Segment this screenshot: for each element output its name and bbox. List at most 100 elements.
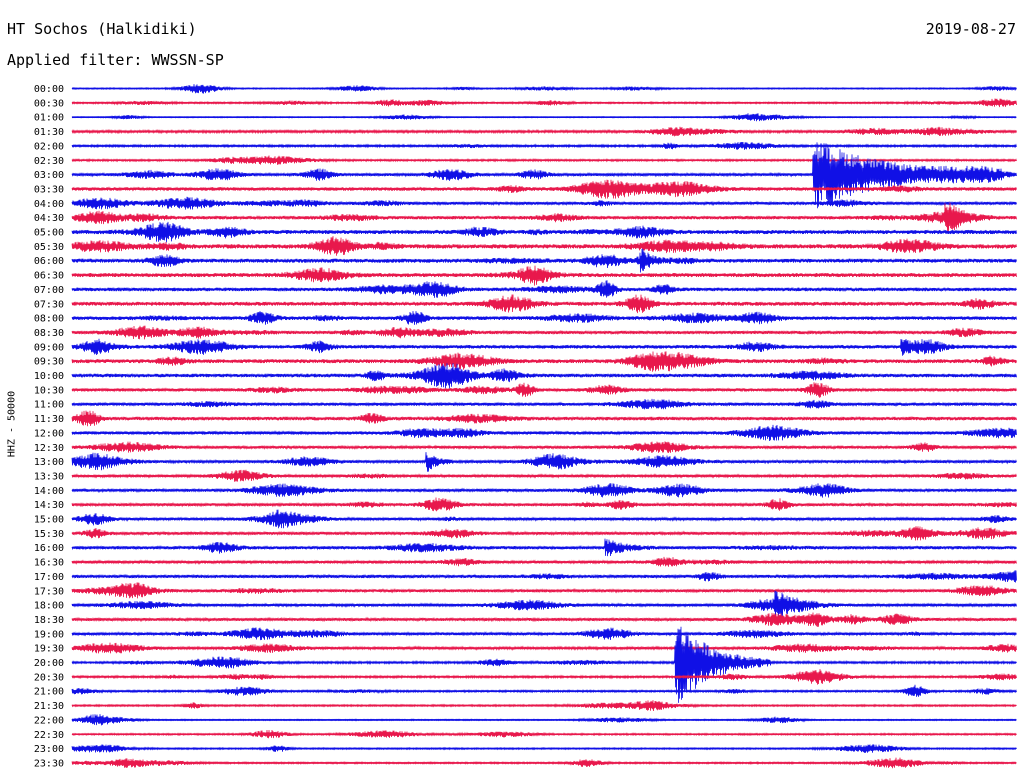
trace-row: [71, 126, 1017, 137]
trace-row: [71, 612, 1017, 627]
trace-row: [71, 483, 1017, 498]
row-label: 05:30: [34, 242, 64, 253]
row-label: 22:00: [34, 715, 64, 726]
row-label: 08:30: [34, 328, 64, 339]
row-label: 10:30: [34, 385, 64, 396]
row-label: 21:30: [34, 701, 64, 712]
row-label: 03:00: [34, 170, 64, 181]
trace-row: [71, 757, 1017, 769]
row-label: 20:00: [34, 658, 64, 669]
row-label: 10:00: [34, 371, 64, 382]
row-label: 04:00: [34, 199, 64, 210]
row-label: 11:30: [34, 414, 64, 425]
trace-row: [71, 714, 1017, 726]
row-label: 09:00: [34, 342, 64, 353]
trace-row: [71, 570, 1017, 583]
row-label: 15:30: [34, 529, 64, 540]
trace-row: [71, 441, 1017, 454]
trace-row: [71, 141, 1017, 150]
trace-row: [71, 744, 1017, 753]
row-label: 04:30: [34, 213, 64, 224]
trace-row: [71, 142, 1017, 209]
trace-row: [71, 113, 1017, 122]
trace-row: [71, 538, 1017, 557]
trace-row: [71, 280, 1017, 298]
row-label: 02:30: [34, 156, 64, 167]
row-label: 15:00: [34, 515, 64, 526]
trace-row: [71, 497, 1017, 512]
trace-row: [71, 98, 1017, 108]
trace-layer: [71, 84, 1017, 769]
trace-row: [71, 196, 1017, 210]
row-label: 18:30: [34, 615, 64, 626]
trace-row: [71, 509, 1017, 529]
trace-row: [71, 248, 1017, 273]
row-label: 12:00: [34, 428, 64, 439]
row-label: 06:00: [34, 256, 64, 267]
trace-row: [71, 684, 1017, 697]
trace-row: [71, 398, 1017, 410]
trace-row: [71, 424, 1017, 442]
row-label: 01:00: [34, 113, 64, 124]
trace-row: [71, 669, 1017, 685]
row-label: 16:00: [34, 543, 64, 554]
row-label: 00:00: [34, 84, 64, 95]
row-label: 07:00: [34, 285, 64, 296]
trace-row: [71, 363, 1017, 389]
trace-row: [71, 265, 1017, 286]
row-label: 14:00: [34, 486, 64, 497]
row-label: 02:00: [34, 141, 64, 152]
row-label: 05:00: [34, 228, 64, 239]
trace-row: [71, 410, 1017, 427]
row-label: 18:00: [34, 601, 64, 612]
row-label: 23:00: [34, 744, 64, 755]
row-label: 13:00: [34, 457, 64, 468]
trace-row: [71, 325, 1017, 340]
row-labels: 00:00 00:30 01:00 01:30 02:00 02:30 03:00 03:30…: [34, 84, 64, 769]
row-label: 06:30: [34, 271, 64, 282]
trace-row: [71, 626, 1017, 703]
row-label: 13:30: [34, 471, 64, 482]
trace-row: [71, 179, 1017, 199]
row-label: 17:00: [34, 572, 64, 583]
row-label: 12:30: [34, 443, 64, 454]
row-label: 22:30: [34, 730, 64, 741]
row-label: 09:30: [34, 357, 64, 368]
trace-row: [71, 202, 1017, 233]
row-label: 08:00: [34, 314, 64, 325]
trace-row: [71, 700, 1017, 712]
row-label: 20:30: [34, 672, 64, 683]
row-label: 16:30: [34, 558, 64, 569]
row-label: 19:30: [34, 644, 64, 655]
row-label: 00:30: [34, 98, 64, 109]
trace-row: [71, 729, 1017, 739]
trace-row: [71, 382, 1017, 398]
row-label: 03:30: [34, 184, 64, 195]
filter-label: Applied filter: WWSSN-SP: [7, 51, 224, 69]
trace-row: [71, 311, 1017, 325]
trace-row: [71, 582, 1017, 599]
row-label: 01:30: [34, 127, 64, 138]
row-label: 17:30: [34, 586, 64, 597]
trace-row: [71, 526, 1017, 541]
trace-row: [71, 221, 1017, 243]
trace-row: [71, 627, 1017, 641]
trace-row: [71, 155, 1017, 165]
row-label: 21:00: [34, 687, 64, 698]
trace-row: [71, 338, 1017, 356]
row-label: 23:30: [34, 758, 64, 769]
station-title: HT Sochos (Halkidiki): [7, 20, 197, 38]
trace-row: [71, 556, 1017, 567]
date-label: 2019-08-27: [925, 20, 1016, 38]
row-label: 19:00: [34, 629, 64, 640]
trace-row: [71, 351, 1017, 372]
trace-row: [71, 590, 1017, 621]
row-label: 07:30: [34, 299, 64, 310]
trace-row: [71, 236, 1017, 256]
row-label: 11:00: [34, 400, 64, 411]
trace-row: [71, 84, 1017, 94]
trace-row: [71, 294, 1017, 314]
trace-row: [71, 452, 1017, 472]
